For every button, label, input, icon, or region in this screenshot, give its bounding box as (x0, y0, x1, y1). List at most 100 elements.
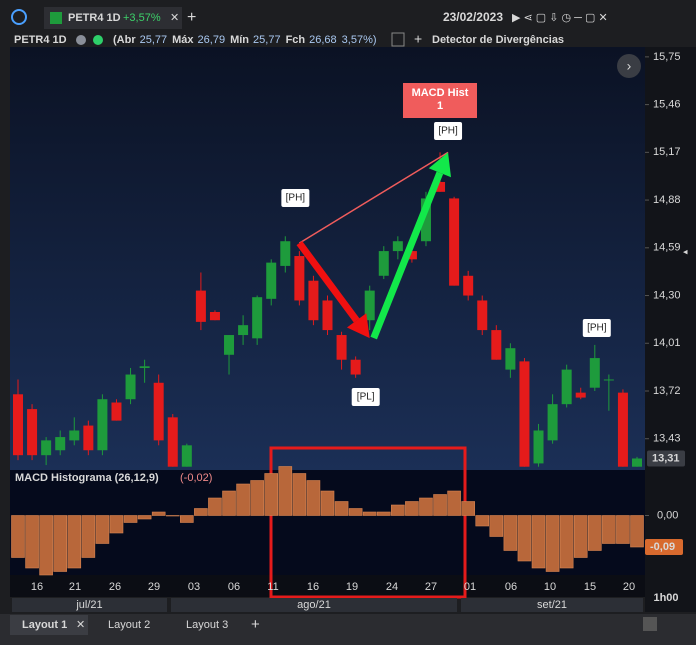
legend-label: Mín (230, 34, 249, 46)
x-tick-label: 16 (307, 581, 319, 593)
pivot-box (582, 319, 611, 337)
candle-body (420, 198, 431, 242)
histogram-bar (222, 490, 236, 516)
histogram-bar (180, 515, 194, 523)
active-tab[interactable] (10, 615, 88, 635)
hist-last-tag (645, 539, 683, 555)
histogram-bar (292, 473, 307, 516)
y-tick-label: 14,01 (653, 337, 681, 349)
pivot-box (351, 388, 380, 406)
candle-body (125, 374, 136, 400)
candle-body (561, 369, 572, 405)
icons[interactable]: ▶ ⋖ ▢ ⇩ ◷ ─ ▢ ✕ (512, 12, 608, 24)
histogram-bar (334, 501, 349, 516)
layout-tab[interactable]: Layout 1 (22, 619, 67, 631)
status (93, 35, 103, 45)
axis-toggle[interactable]: ◂ (683, 246, 688, 256)
layout-tab[interactable]: Layout 3 (186, 619, 228, 631)
histogram-bar (81, 515, 96, 558)
candle-body (238, 325, 249, 336)
histogram-bar (602, 515, 616, 544)
tab-close[interactable]: ✕ (170, 12, 179, 24)
legend-value: 26,79 (198, 34, 226, 46)
histogram-bar (531, 515, 546, 569)
histogram-bar (67, 515, 82, 569)
x-tick-label: 26 (109, 581, 121, 593)
histogram-bar (123, 515, 138, 523)
histogram-bar (250, 480, 264, 516)
button[interactable] (391, 32, 405, 47)
x-tick-label: 16 (31, 581, 43, 593)
scroll-button[interactable] (617, 54, 641, 78)
divergence-line (298, 151, 449, 244)
down-arrow (296, 241, 360, 323)
candle-body (547, 404, 558, 441)
down-arrow-head (346, 313, 370, 339)
x-tick-label: 01 (464, 581, 476, 593)
y-tick-label: 14,88 (653, 194, 681, 206)
icon[interactable] (76, 35, 86, 45)
candle-body (167, 417, 178, 467)
pivot-box (434, 122, 463, 140)
x-tick-label: 29 (148, 581, 160, 593)
x-tick-label: 15 (584, 581, 596, 593)
add-layout[interactable]: + (251, 616, 260, 633)
histogram-bar (194, 508, 208, 516)
candle-body (364, 290, 375, 321)
price-panel (10, 47, 645, 470)
candle-body (308, 280, 319, 321)
divergence-title: MACD Hist (412, 87, 469, 99)
candle-body (13, 394, 23, 456)
pivot-label: [PL] (357, 392, 375, 403)
candle-body (153, 382, 164, 441)
candle-body (181, 445, 192, 467)
histogram-bar (53, 515, 68, 572)
histogram-bar (391, 504, 405, 516)
candle-body (97, 399, 108, 451)
histogram-bar (39, 515, 53, 576)
histogram-bar (559, 515, 574, 569)
symbol: PETR4 1D (14, 34, 67, 46)
legend-label: Fch (286, 34, 306, 46)
histogram-bar (151, 511, 166, 516)
histogram-bar (517, 515, 532, 562)
tab[interactable] (44, 7, 182, 29)
candle-body (449, 198, 460, 286)
histogram-bar (11, 515, 25, 558)
x-tick-label: 11 (267, 581, 278, 593)
histogram-bar (95, 515, 110, 544)
new-tab[interactable]: + (187, 9, 196, 26)
study: Detector de Divergências (432, 34, 564, 46)
candle-body (111, 402, 122, 421)
candle-body (533, 430, 544, 464)
histogram-bar (25, 515, 39, 569)
candle-body (69, 430, 80, 441)
interval[interactable]: 1h00 (653, 592, 678, 604)
candle-body (322, 300, 333, 331)
month-band (461, 598, 643, 612)
x-tick-label: 21 (69, 581, 81, 593)
histogram-bar (461, 501, 475, 516)
candle-body (294, 256, 305, 301)
layout-tab[interactable]: Layout 2 (108, 619, 150, 631)
histogram-bar (348, 508, 363, 516)
divergence-count: 1 (437, 100, 443, 112)
pivot-label: [PH] (438, 126, 458, 137)
add-study[interactable]: + (414, 31, 422, 47)
date: 23/02/2023 (443, 10, 503, 24)
hist-last-label: -0,09 (650, 541, 675, 553)
tab-title: PETR4 1D (68, 12, 121, 24)
histogram-bar (137, 515, 152, 520)
y-tick-label: 14,30 (653, 289, 681, 301)
candle-body (477, 300, 488, 331)
histogram-bar (264, 473, 279, 516)
candle-body (406, 251, 417, 260)
divergence-box (403, 83, 477, 118)
x-tick-label: 06 (505, 581, 517, 593)
clock-icon[interactable] (11, 9, 27, 25)
price-axis (645, 47, 696, 612)
scroll-box[interactable] (643, 617, 657, 631)
tab-close[interactable]: ✕ (76, 619, 85, 631)
histogram-bar (236, 483, 250, 516)
